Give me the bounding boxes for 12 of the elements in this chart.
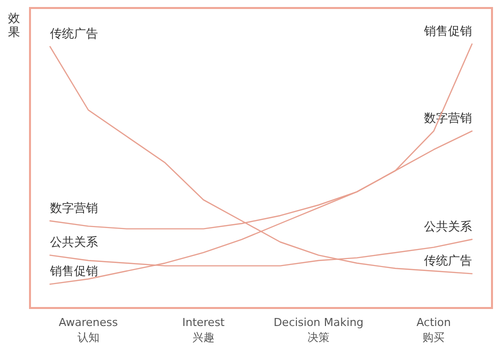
y-axis-title: 效果 — [8, 11, 20, 39]
x-tick-label: Action 购买 — [416, 316, 451, 344]
text: 传统广告 — [50, 26, 98, 41]
text: 销售促销 — [424, 24, 472, 38]
x-tick-label: Decision Making 决策 — [274, 316, 364, 344]
x-tick-label: Interest 兴趣 — [182, 316, 226, 344]
series-label: 传统广告 — [424, 254, 472, 268]
series-label: 销售促销 — [48, 264, 98, 278]
x-tick-label: Awareness 认知 — [58, 316, 118, 344]
series-label: 公共关系 — [50, 235, 98, 250]
text: 数字营销 — [50, 200, 98, 215]
text: 公共关系 — [424, 219, 472, 234]
